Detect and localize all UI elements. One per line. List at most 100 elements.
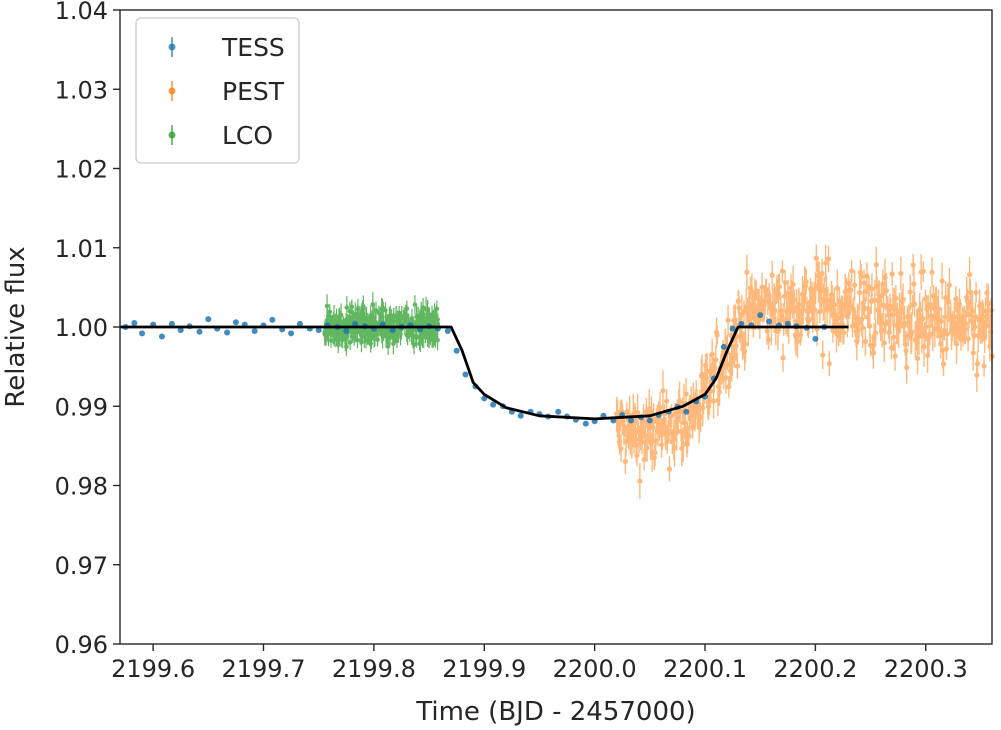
lco-point xyxy=(347,320,353,326)
pest-point xyxy=(813,255,819,261)
pest-point xyxy=(942,314,948,320)
tess-point xyxy=(683,408,690,415)
data-layer xyxy=(122,244,995,500)
tess-point xyxy=(158,333,165,340)
pest-point xyxy=(917,307,923,313)
pest-point xyxy=(904,364,910,371)
pest-point xyxy=(734,363,741,369)
tess-point xyxy=(352,320,359,327)
pest-point xyxy=(946,282,952,288)
pest-point xyxy=(682,426,689,432)
pest-point xyxy=(903,347,909,354)
pest-point xyxy=(825,297,831,303)
pest-point xyxy=(856,320,862,326)
tess-point xyxy=(453,347,460,354)
lco-point xyxy=(405,333,410,338)
pest-point xyxy=(644,445,650,451)
lco-point xyxy=(412,302,418,307)
pest-point xyxy=(898,270,904,277)
pest-point xyxy=(939,278,945,284)
pest-point xyxy=(716,389,722,395)
pest-point xyxy=(759,284,765,290)
pest-point xyxy=(729,360,736,366)
y-tick-label: 1.02 xyxy=(55,156,108,184)
pest-point xyxy=(682,420,688,426)
pest-point xyxy=(911,281,917,287)
y-tick-label: 1.01 xyxy=(55,235,108,263)
pest-point xyxy=(650,424,656,431)
pest-point xyxy=(891,334,897,340)
pest-point xyxy=(857,290,863,296)
lco-point xyxy=(347,308,353,314)
pest-point xyxy=(938,318,944,324)
y-tick-label: 1.03 xyxy=(55,76,108,104)
pest-point xyxy=(705,404,712,410)
pest-point xyxy=(791,297,798,303)
lco-point xyxy=(414,335,419,340)
pest-point xyxy=(940,361,947,367)
tess-point xyxy=(729,325,736,332)
pest-point xyxy=(938,341,944,347)
pest-point xyxy=(790,281,796,288)
pest-point xyxy=(974,361,981,367)
pest-point xyxy=(836,298,843,304)
tess-point xyxy=(444,327,451,334)
lco-point xyxy=(344,305,350,310)
tess-point xyxy=(555,408,562,415)
pest-point xyxy=(711,398,717,404)
tess-point xyxy=(139,330,146,337)
pest-point xyxy=(778,308,784,314)
pest-point xyxy=(966,312,972,318)
tess-point xyxy=(251,327,258,334)
x-tick-label: 2199.9 xyxy=(442,655,526,683)
pest-point xyxy=(776,284,783,290)
pest-point xyxy=(962,326,968,332)
pest-point xyxy=(712,365,718,371)
pest-point xyxy=(848,287,854,293)
pest-point xyxy=(972,313,978,320)
pest-point xyxy=(714,332,720,338)
pest-point xyxy=(900,296,906,302)
lco-point xyxy=(379,314,385,320)
pest-point xyxy=(666,466,673,472)
pest-point xyxy=(657,404,663,411)
pest-point xyxy=(965,336,971,342)
y-tick-label: 0.96 xyxy=(55,631,108,659)
pest-point xyxy=(888,312,894,318)
pest-point xyxy=(869,286,875,292)
pest-point xyxy=(622,458,628,464)
pest-point xyxy=(826,360,832,367)
legend-label: LCO xyxy=(222,121,273,150)
pest-point xyxy=(852,282,858,288)
pest-point xyxy=(742,348,748,354)
pest-point xyxy=(912,301,918,307)
pest-point xyxy=(637,478,643,484)
pest-point xyxy=(956,301,963,307)
pest-point xyxy=(780,355,786,361)
pest-point xyxy=(803,279,809,285)
pest-point xyxy=(713,357,719,363)
tess-point xyxy=(288,330,295,337)
y-tick-label: 0.98 xyxy=(55,473,108,501)
y-tick-label: 0.99 xyxy=(55,393,108,421)
pest-point xyxy=(858,274,864,280)
lco-point xyxy=(337,313,342,319)
pest-point xyxy=(736,305,742,311)
tess-point xyxy=(269,316,276,323)
pest-point xyxy=(870,350,877,356)
pest-point xyxy=(618,445,624,451)
x-tick-label: 2200.3 xyxy=(884,655,968,683)
tess-point xyxy=(766,318,773,325)
pest-point xyxy=(933,295,939,302)
pest-point xyxy=(823,260,829,266)
pest-point xyxy=(902,341,908,347)
pest-point xyxy=(855,328,861,334)
tess-point xyxy=(315,327,322,334)
lco-point xyxy=(391,319,396,324)
x-tick-label: 2199.8 xyxy=(332,655,416,683)
pest-point xyxy=(907,289,913,295)
pest-point xyxy=(910,262,916,268)
pest-point xyxy=(979,314,986,320)
tess-point xyxy=(296,320,303,327)
tess-point xyxy=(812,335,819,342)
